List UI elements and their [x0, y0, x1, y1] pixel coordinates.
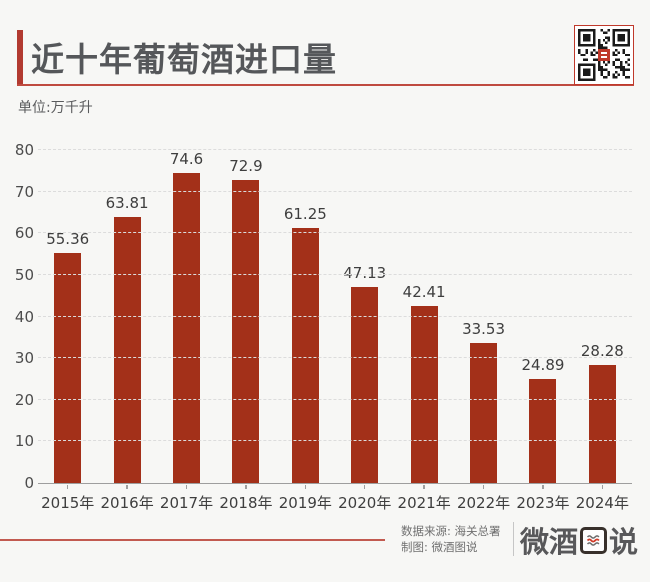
bar-value-label-2023年: 24.89: [521, 356, 565, 375]
footer-accent-line: [0, 539, 385, 541]
bar-2018年: [232, 179, 260, 483]
bar-value-label-2018年: 72.9: [229, 156, 263, 175]
bar-2021年: [410, 306, 438, 483]
gridline-70: [38, 190, 632, 192]
data-source-label: 数据来源: 海关总署: [401, 524, 501, 538]
gridline-20: [38, 398, 632, 400]
bar-value-label-2021年: 42.41: [402, 283, 446, 302]
bar-value-label-2017年: 74.6: [169, 150, 204, 168]
credit-label: 制图: 微酒图说: [401, 540, 478, 554]
x-tick-2024年: [601, 485, 604, 489]
bar-2020年: [351, 286, 379, 483]
brand-logo-suffix: 说: [609, 525, 639, 559]
y-tick-label-20: 20: [14, 390, 34, 409]
x-slot-2018年: 2018年: [216, 485, 275, 513]
x-tick-label-2015年: 2015年: [41, 494, 95, 512]
x-slot-2015年: 2015年: [38, 485, 97, 513]
y-tick-label-50: 50: [14, 265, 34, 284]
gridline-10: [38, 440, 632, 442]
gridline-80: [38, 149, 632, 150]
x-tick-label-2018年: 2018年: [219, 494, 273, 512]
bar-value-label-2019年: 61.25: [283, 205, 327, 224]
x-tick-2023年: [542, 485, 544, 489]
x-tick-2018年: [245, 485, 247, 489]
gridline-50: [38, 273, 632, 275]
footer-credits: 数据来源: 海关总署 制图: 微酒图说: [401, 523, 501, 555]
x-tick-2017年: [185, 485, 188, 489]
brand-logo: 微酒 说: [520, 522, 639, 559]
x-slot-2019年: 2019年: [276, 485, 335, 513]
qr-code: [574, 25, 634, 85]
bar-slot-2019年: 61.25: [276, 150, 335, 483]
x-tick-2016年: [126, 485, 128, 489]
y-tick-label-10: 10: [14, 432, 34, 451]
x-slot-2023年: 2023年: [513, 485, 572, 513]
footer-divider: [513, 522, 514, 556]
bar-slot-2021年: 42.41: [394, 150, 453, 483]
x-slot-2016年: 2016年: [97, 485, 156, 513]
x-tick-label-2023年: 2023年: [516, 494, 570, 512]
x-tick-label-2016年: 2016年: [100, 494, 154, 512]
x-tick-2021年: [423, 485, 425, 489]
bar-2015年: [54, 252, 82, 483]
brand-logo-wave-icon: [580, 526, 608, 554]
x-tick-2022年: [482, 485, 485, 489]
y-tick-label-80: 80: [14, 141, 34, 159]
y-tick-label-30: 30: [14, 349, 34, 368]
bar-value-label-2020年: 47.13: [343, 263, 387, 282]
bar-2017年: [173, 173, 201, 483]
title-underline: [17, 84, 634, 86]
bar-2016年: [113, 217, 141, 483]
title-accent-bar: [17, 30, 23, 84]
bar-slot-2023年: 24.89: [513, 150, 572, 483]
x-tick-label-2022年: 2022年: [456, 494, 511, 512]
qr-code-icon: [578, 29, 630, 81]
x-tick-2015年: [66, 485, 69, 489]
y-tick-label-40: 40: [14, 307, 34, 326]
bar-value-label-2024年: 28.28: [580, 342, 624, 361]
x-slot-2021年: 2021年: [394, 485, 453, 513]
x-tick-label-2020年: 2020年: [338, 494, 392, 512]
y-axis: 0 10 20 30 40 50 60 70 80: [0, 142, 34, 491]
gridline-40: [38, 315, 632, 317]
x-slot-2020年: 2020年: [335, 485, 394, 513]
bar-2022年: [470, 343, 498, 483]
brand-logo-prefix: 微酒: [520, 525, 579, 559]
x-slot-2017年: 2017年: [157, 485, 216, 513]
page-title: 近十年葡萄酒进口量: [31, 40, 337, 79]
x-tick-2019年: [304, 485, 307, 489]
unit-label: 单位:万千升: [18, 100, 93, 116]
bar-value-label-2022年: 33.53: [462, 320, 506, 339]
bar-value-label-2016年: 63.81: [105, 194, 149, 213]
y-tick-label-70: 70: [14, 182, 34, 201]
y-tick-label-60: 60: [14, 224, 34, 243]
y-tick-label-0: 0: [24, 474, 34, 492]
bars-row: 55.36 63.81 74.6 72.9 61.25 47.13 42.41 33.53 24…: [38, 150, 632, 483]
x-tick-label-2024年: 2024年: [575, 494, 629, 512]
bar-2019年: [291, 228, 319, 483]
plot-area: 55.36 63.81 74.6 72.9 61.25 47.13 42.41 33.53 24…: [38, 149, 632, 484]
gridline-30: [38, 357, 632, 359]
bar-value-label-2015年: 55.36: [46, 229, 90, 248]
x-tick-2020年: [363, 485, 366, 489]
x-tick-label-2021年: 2021年: [397, 494, 451, 512]
bar-slot-2017年: 74.6: [157, 150, 216, 483]
bar-2023年: [529, 379, 557, 483]
gridline-60: [38, 232, 632, 234]
x-axis: 2015年 2016年 2017年 2018年 2019年 2020年 2021年 2022年…: [38, 485, 632, 513]
bar-slot-2024年: 28.28: [573, 150, 632, 483]
x-tick-label-2017年: 2017年: [159, 494, 214, 512]
bar-2024年: [588, 365, 616, 483]
bar-slot-2022年: 33.53: [454, 150, 513, 483]
bar-slot-2020年: 47.13: [335, 150, 394, 483]
bar-slot-2016年: 63.81: [97, 150, 156, 483]
x-slot-2022年: 2022年: [454, 485, 513, 513]
bar-slot-2015年: 55.36: [38, 150, 97, 483]
x-slot-2024年: 2024年: [573, 485, 632, 513]
bar-slot-2018年: 72.9: [216, 150, 275, 483]
x-tick-label-2019年: 2019年: [278, 494, 332, 512]
